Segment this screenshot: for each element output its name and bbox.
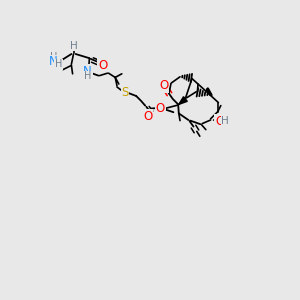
Text: N: N [83,65,92,78]
Text: O: O [215,115,224,128]
Text: N: N [49,55,58,68]
Text: H: H [70,40,77,51]
Text: S: S [121,86,128,99]
Text: H: H [50,52,57,62]
Polygon shape [179,97,187,104]
Text: H: H [84,71,91,81]
Text: H: H [55,59,62,69]
Text: O: O [156,102,165,115]
Text: O: O [159,79,168,92]
Text: O: O [144,110,153,123]
Text: H: H [221,116,229,126]
Text: O: O [98,59,107,72]
